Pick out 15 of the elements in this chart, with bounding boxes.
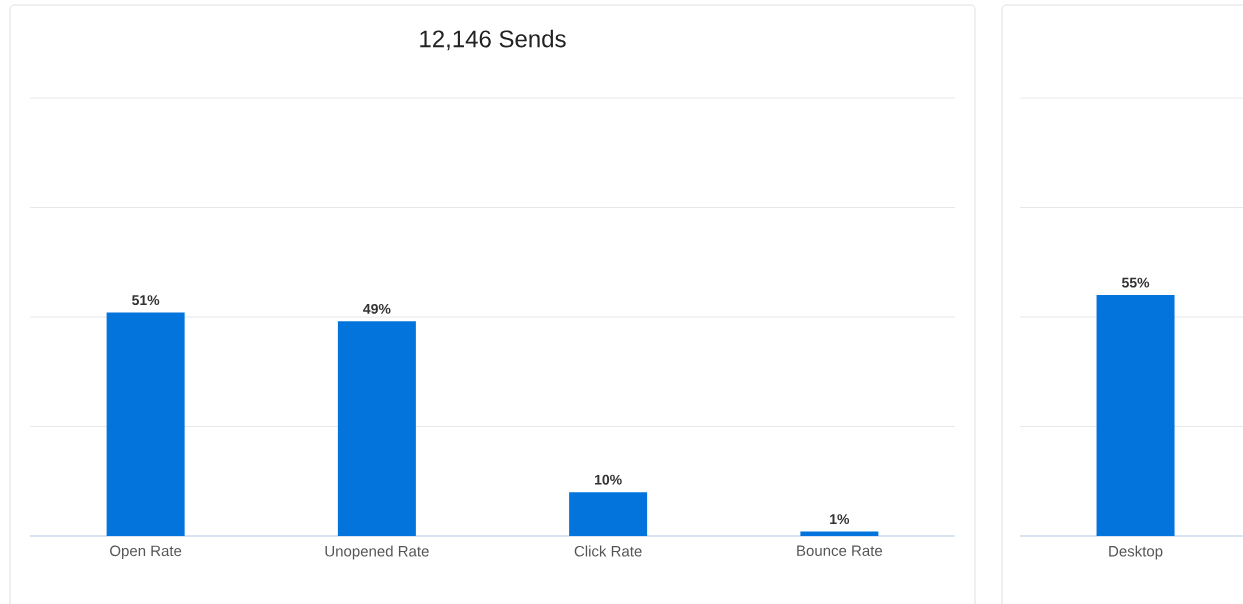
- x-tick-label: Unopened Rate: [325, 545, 429, 560]
- bar: [337, 321, 416, 536]
- data-label: 1%: [830, 514, 850, 525]
- bar: [800, 531, 879, 536]
- x-tick-label: Desktop: [1109, 545, 1163, 560]
- bar: [106, 312, 185, 536]
- data-label: 55%: [1121, 277, 1150, 288]
- data-label: 10%: [595, 474, 622, 485]
- x-tick-label: Click Rate: [574, 545, 642, 557]
- bar: [569, 492, 648, 536]
- chart-title: 12,146 Sends: [420, 29, 566, 51]
- data-label: 49%: [363, 303, 391, 314]
- x-tick-label: Bounce Rate: [797, 545, 883, 556]
- data-label: 51%: [132, 295, 160, 306]
- x-tick-label: Open Rate: [110, 545, 182, 560]
